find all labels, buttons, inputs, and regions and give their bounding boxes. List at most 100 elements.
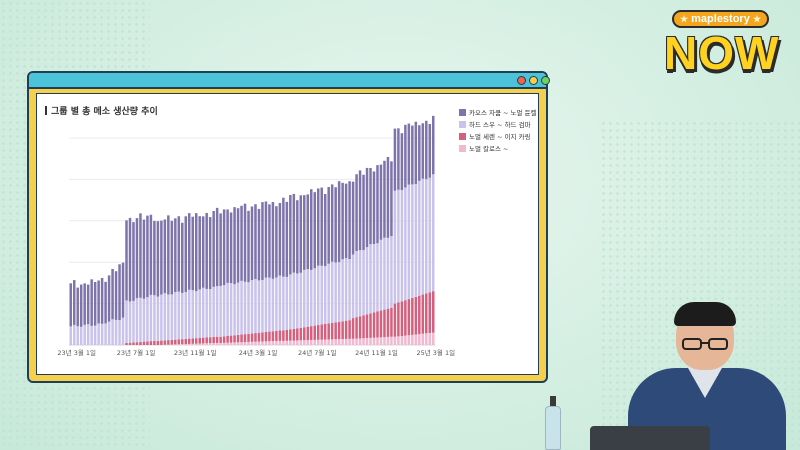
bar-segment (184, 216, 188, 292)
bar-segment (372, 171, 376, 245)
bar-segment (379, 337, 383, 345)
bar-segment (320, 339, 323, 345)
bar-segment (327, 187, 330, 264)
legend-item: 하드 스우 ~ 하드 검마 (459, 118, 537, 130)
bar-segment (278, 330, 282, 341)
bar-segment (414, 121, 418, 184)
bar-segment (90, 279, 93, 326)
bar-segment (170, 220, 174, 295)
bar-segment (240, 280, 243, 335)
bar-segment (250, 341, 254, 345)
bar-segment (404, 335, 407, 345)
bar-segment (236, 334, 240, 343)
bar-segment (313, 339, 316, 345)
bar-segment (257, 208, 261, 281)
bar-segment (153, 295, 156, 341)
bar-segment (303, 269, 306, 328)
bar-segment (226, 209, 229, 283)
bar-segment (397, 302, 400, 337)
bar-segment (205, 337, 208, 344)
bar-segment (327, 323, 330, 340)
bar-segment (198, 289, 201, 338)
window-close-dot-icon (517, 76, 526, 85)
bar-segment (282, 340, 285, 345)
x-tick-label: 24년 11월 1일 (355, 348, 398, 357)
bar-segment (425, 333, 428, 345)
bar-segment (247, 282, 250, 334)
bar-segment (264, 277, 268, 332)
bar-segment (254, 204, 257, 280)
bar-segment (418, 295, 421, 335)
bar-segment (278, 275, 282, 331)
x-tick-label: 24년 3월 1일 (239, 348, 278, 357)
bar-segment (397, 189, 400, 303)
bar-segment (341, 339, 344, 345)
bar-segment (376, 243, 379, 312)
bar-segment (132, 222, 135, 301)
title-marker-icon (45, 106, 47, 115)
bar-segment (219, 285, 222, 337)
bar-segment (386, 336, 390, 345)
legend-swatch (459, 144, 466, 152)
bar-segment (90, 325, 93, 345)
legend-label: 하드 스우 ~ 하드 검마 (469, 121, 531, 129)
bar-segment (146, 215, 149, 298)
bar-segment (194, 338, 198, 344)
bar-segment (327, 263, 330, 324)
bar-segment (344, 258, 348, 321)
bar-segment (181, 344, 184, 345)
bar-segment (153, 220, 156, 296)
water-bottle (545, 396, 561, 450)
bar-segment (226, 335, 229, 343)
bar-segment (372, 244, 376, 313)
bar-segment (233, 342, 236, 345)
bar-segment (149, 294, 153, 342)
bar-segment (264, 201, 268, 278)
bar-segment (425, 178, 428, 294)
bar-segment (198, 337, 201, 344)
bar-segment (222, 285, 226, 337)
bar-segment (139, 213, 142, 298)
bar-segment (191, 338, 194, 344)
bar-segment (400, 301, 404, 336)
laptop (590, 426, 710, 450)
bar-segment (271, 202, 275, 279)
bar-segment (93, 281, 97, 326)
bar-segment (146, 297, 149, 342)
glasses-bridge (701, 342, 709, 344)
bar-segment (191, 343, 194, 345)
x-tick-label: 25년 3월 1일 (416, 348, 455, 357)
bar-segment (177, 291, 181, 340)
bar-segment (418, 334, 421, 345)
bar-segment (181, 292, 184, 340)
bar-segment (400, 335, 404, 345)
bar-segment (362, 315, 365, 339)
bar-segment (404, 187, 407, 301)
bar-segment (194, 291, 198, 339)
bar-segment (212, 211, 215, 287)
bar-segment (261, 332, 264, 342)
bar-segment (282, 197, 285, 277)
bar-segment (125, 300, 128, 343)
bar-segment (100, 277, 104, 324)
bar-segment (261, 341, 264, 345)
bar-segment (76, 287, 79, 327)
bar-segment (362, 338, 365, 345)
bar-segment (111, 319, 114, 345)
bar-segment (100, 323, 104, 345)
bar-segment (289, 340, 292, 345)
bar-segment (386, 308, 390, 337)
bar-segment (257, 280, 261, 333)
bar-segment (268, 341, 271, 345)
bar-segment (69, 326, 72, 345)
glasses-lens (682, 338, 702, 350)
legend-swatch (459, 132, 466, 140)
bar-segment (404, 124, 407, 188)
bar-segment (233, 207, 236, 285)
bar-segment (296, 340, 299, 345)
bar-segment (72, 324, 76, 345)
bar-segment (393, 190, 397, 304)
bar-segment (156, 221, 160, 297)
bar-segment (376, 311, 379, 338)
stacked-bar-chart: 23년 3월 1일 23년 7월 1일 23년 11월 1일 24년 3월 1일 24년… (57, 115, 455, 357)
